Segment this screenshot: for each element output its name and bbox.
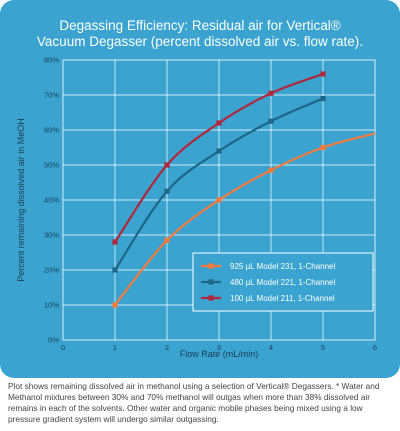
data-point xyxy=(320,95,326,102)
x-tick-label: 1 xyxy=(113,343,117,352)
chart-caption: Plot shows remaining dissolved air in me… xyxy=(8,381,380,424)
legend-marker xyxy=(208,279,214,285)
data-point xyxy=(268,118,274,124)
chart-title-line2: Vacuum Degasser (percent dissolved air v… xyxy=(36,34,364,49)
data-point xyxy=(112,239,118,245)
data-point xyxy=(112,302,118,308)
data-point xyxy=(216,120,222,126)
line-chart: 0 1 2 3 4 5 60%10%20%30%40%50%60%70%80% Flow R… xyxy=(16,56,377,360)
x-tick-label: 5 xyxy=(321,343,325,352)
legend-box xyxy=(192,252,374,312)
data-point xyxy=(164,188,170,194)
tick-labels: 0 1 2 3 4 5 60%10%20%30%40%50%60%70%80% xyxy=(44,56,377,353)
x-tick-label: 6 xyxy=(373,343,377,352)
data-point xyxy=(216,197,222,203)
y-tick-label: 40% xyxy=(44,196,59,205)
x-tick-label: 3 xyxy=(217,343,221,352)
data-point xyxy=(164,237,170,243)
data-point xyxy=(268,90,274,96)
legend-marker xyxy=(208,295,214,301)
x-tick-label: 0 xyxy=(61,343,65,352)
data-point xyxy=(112,267,118,273)
data-point xyxy=(268,167,274,173)
legend-label: 100 µL Model 211, 1-Channel xyxy=(230,294,335,303)
x-tick-label: 2 xyxy=(165,343,169,352)
legend-label: 480 µL Model 221, 1-Channel xyxy=(230,278,335,287)
series-line-3 xyxy=(114,72,324,243)
y-tick-label: 10% xyxy=(44,301,59,310)
legend-marker xyxy=(208,263,214,269)
y-tick-label: 30% xyxy=(44,231,59,240)
data-point xyxy=(216,148,222,154)
y-tick-label: 0% xyxy=(48,336,59,345)
x-tick-label: 4 xyxy=(269,343,273,352)
y-tick-label: 70% xyxy=(44,91,59,100)
data-point xyxy=(320,71,326,77)
y-tick-label: 60% xyxy=(44,126,59,135)
chart-title-line1: Degassing Efficiency: Residual air for V… xyxy=(59,18,341,33)
series-line-2 xyxy=(114,97,324,271)
series-points xyxy=(112,71,326,308)
data-point xyxy=(164,162,170,168)
y-axis-label: Percent remaining dissolved air in MeOH xyxy=(16,118,26,282)
y-tick-label: 20% xyxy=(44,266,59,275)
legend-label: 925 µL Model 231, 1-Channel xyxy=(230,262,335,271)
data-point xyxy=(320,144,326,151)
chart-title: Degassing Efficiency: Residual air for V… xyxy=(0,18,400,50)
y-tick-label: 50% xyxy=(44,161,59,170)
legend: 925 µL Model 231, 1-Channel 480 µL Model … xyxy=(192,252,374,312)
x-axis-label: Flow Rate (mL/min) xyxy=(180,349,259,359)
y-tick-label: 80% xyxy=(44,56,59,65)
